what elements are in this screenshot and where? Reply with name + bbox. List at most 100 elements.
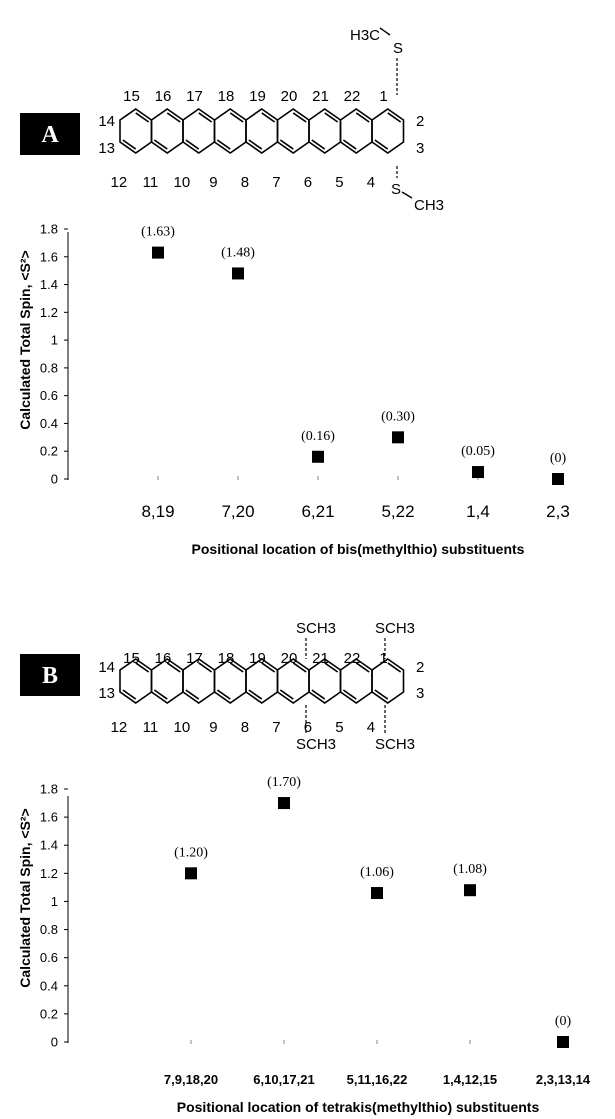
data-label: (1.06) (360, 865, 394, 880)
double-bond (342, 689, 357, 700)
data-point (472, 466, 484, 479)
data-point (371, 887, 383, 900)
data-label: (1.63) (141, 225, 175, 240)
position-label: 5 (335, 174, 343, 191)
data-label: (1.08) (453, 862, 487, 877)
sulfur-bottom-a: S (391, 181, 401, 198)
position-label: 3 (416, 140, 424, 157)
substituent-bottom-right: SCH3 (375, 736, 415, 753)
double-bond (355, 112, 370, 123)
acene-rings-b (119, 658, 405, 704)
panel-a-tag: A (41, 122, 59, 148)
ring (371, 108, 405, 154)
y-tick-label: 0.4 (40, 978, 58, 993)
position-label: 18 (218, 650, 235, 667)
position-label: 4 (367, 174, 375, 191)
position-label: 11 (143, 174, 159, 191)
x-tick-label: 6,10,17,21 (253, 1072, 314, 1087)
position-label: 7 (272, 719, 280, 736)
double-bond (122, 689, 137, 700)
y-tick-label: 1.8 (40, 222, 58, 237)
chart-b-xlabel: Positional location of tetrakis(methylth… (177, 1099, 540, 1115)
x-tick-label: 7,20 (221, 502, 254, 521)
position-label: 14 (98, 659, 115, 676)
double-bond (387, 662, 402, 673)
data-point (552, 473, 564, 485)
x-tick-label: 5,11,16,22 (347, 1072, 408, 1087)
position-label: 21 (312, 650, 329, 667)
position-label: 13 (98, 140, 115, 157)
substituents-b: SCH3 SCH3 SCH3 SCH3 (296, 620, 415, 753)
position-label: 10 (174, 719, 191, 736)
panel-b-tag: B (42, 663, 58, 689)
ring (339, 108, 373, 154)
position-labels-a: 15 16 17 18 19 20 21 22 1 12 11 10 9 8 7 6 5 4 14 13 2 3 (98, 88, 424, 191)
y-tick-label: 1.4 (40, 277, 58, 292)
data-point (232, 267, 244, 280)
acene-rings-a (119, 108, 405, 154)
ring (150, 108, 184, 154)
double-bond (279, 689, 294, 700)
position-label: 16 (155, 650, 172, 667)
position-label: 4 (367, 719, 375, 736)
position-label: 15 (123, 88, 140, 105)
data-label: (1.20) (174, 845, 208, 860)
ring (308, 108, 342, 154)
double-bond (387, 112, 402, 123)
position-label: 20 (281, 88, 298, 105)
data-label: (0) (550, 451, 567, 466)
double-bond (355, 662, 370, 673)
y-tick-label: 0.4 (40, 416, 58, 431)
y-tick-label: 0.8 (40, 360, 58, 375)
position-label: 2 (416, 659, 424, 676)
double-bond (229, 662, 244, 673)
y-tick-label: 0.2 (40, 1006, 58, 1021)
y-tick-label: 1 (51, 333, 58, 348)
data-point (312, 450, 324, 463)
data-point (152, 246, 164, 259)
chart-b-ylabel: Calculated Total Spin, <S²> (17, 808, 33, 987)
double-bond (198, 662, 213, 673)
substituent-top-right: SCH3 (375, 620, 415, 637)
y-tick-label: 0.2 (40, 444, 58, 459)
position-label: 3 (416, 685, 424, 702)
chart-a: Calculated Total Spin, <S²> 0 0.2 0.4 0.6 0.… (17, 222, 570, 558)
methyl-bottom-a: CH3 (414, 197, 444, 214)
position-label: 19 (249, 88, 266, 105)
data-label: (0.05) (461, 444, 495, 459)
ring (213, 108, 247, 154)
position-label: 11 (143, 719, 159, 736)
position-label: 8 (241, 174, 249, 191)
position-label: 9 (209, 719, 217, 736)
y-tick-label: 0.6 (40, 388, 58, 403)
chart-b-categories: 7,9,18,20 6,10,17,21 5,11,16,22 1,4,12,15 2,… (164, 1040, 591, 1087)
position-label: 10 (174, 174, 191, 191)
double-bond (185, 689, 200, 700)
data-label: (1.70) (267, 775, 301, 790)
position-label: 7 (272, 174, 280, 191)
y-tick-label: 0 (51, 472, 58, 487)
sulfur-top-a: S (393, 40, 403, 57)
double-bond (229, 112, 244, 123)
double-bond (166, 112, 181, 123)
position-label: 17 (186, 88, 203, 105)
bond-top-a (379, 27, 391, 36)
position-label: 17 (186, 650, 203, 667)
position-label: 18 (218, 88, 235, 105)
chart-a-xlabel: Positional location of bis(methylthio) s… (192, 541, 525, 557)
double-bond (135, 662, 150, 673)
panel-a-tag-box (20, 113, 80, 155)
position-label: 6 (304, 174, 312, 191)
double-bond (153, 689, 168, 700)
double-bond (248, 689, 263, 700)
position-label: 16 (155, 88, 172, 105)
position-label: 19 (249, 650, 266, 667)
x-tick-label: 5,22 (381, 502, 414, 521)
double-bond (292, 112, 307, 123)
ring (119, 108, 153, 154)
y-tick-label: 0.6 (40, 950, 58, 965)
y-tick-label: 1 (51, 894, 58, 909)
ring (371, 658, 405, 704)
position-label: 22 (344, 650, 361, 667)
